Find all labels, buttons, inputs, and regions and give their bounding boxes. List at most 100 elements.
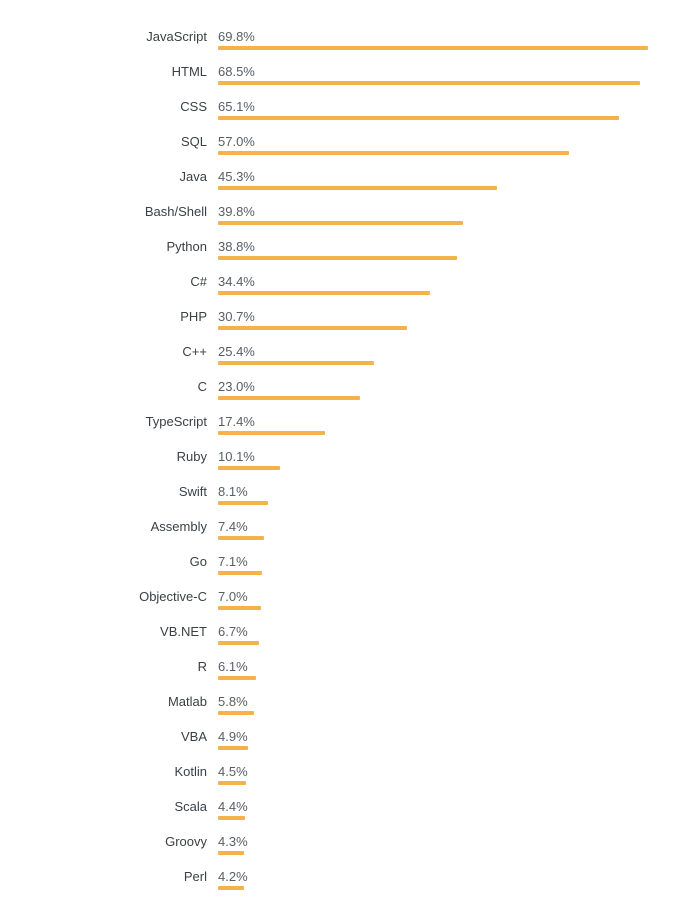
percent-value: 6.7% [218, 624, 248, 639]
bar-cell: 5.8% [218, 687, 679, 715]
percent-value: 10.1% [218, 449, 255, 464]
bar-cell: 4.2% [218, 862, 679, 890]
percent-value: 7.4% [218, 519, 248, 534]
bar-cell: 34.4% [218, 267, 679, 295]
bar-cell: 68.5% [218, 57, 679, 85]
bar [218, 851, 244, 855]
chart-row: SQL 57.0% [0, 127, 679, 162]
bar [218, 151, 569, 155]
percent-value: 6.1% [218, 659, 248, 674]
language-label: Java [179, 169, 207, 184]
bar [218, 816, 245, 820]
chart-row: JavaScript 69.8% [0, 22, 679, 57]
chart-row: Ruby 10.1% [0, 442, 679, 477]
language-label: JavaScript [146, 29, 207, 44]
bar-cell: 6.7% [218, 617, 679, 645]
percent-value: 4.3% [218, 834, 248, 849]
chart-row: C# 34.4% [0, 267, 679, 302]
chart-row: VBA 4.9% [0, 722, 679, 757]
bar-cell: 65.1% [218, 92, 679, 120]
language-label: Objective-C [139, 589, 207, 604]
bar-cell: 57.0% [218, 127, 679, 155]
bar [218, 711, 254, 715]
bar [218, 536, 264, 540]
percent-value: 45.3% [218, 169, 255, 184]
language-label: C++ [182, 344, 207, 359]
percent-value: 5.8% [218, 694, 248, 709]
bar [218, 326, 407, 330]
bar-cell: 30.7% [218, 302, 679, 330]
language-label: C [197, 379, 207, 394]
chart-row: Java 45.3% [0, 162, 679, 197]
language-label: R [197, 659, 207, 674]
percent-value: 4.5% [218, 764, 248, 779]
chart-row: Scala 4.4% [0, 792, 679, 827]
language-label: Bash/Shell [144, 204, 207, 219]
bar [218, 186, 497, 190]
bar [218, 361, 374, 365]
bar [218, 571, 262, 575]
bar [218, 256, 457, 260]
bar-cell: 7.1% [218, 547, 679, 575]
chart-row: Assembly 7.4% [0, 512, 679, 547]
chart-row: TypeScript 17.4% [0, 407, 679, 442]
chart-row: Perl 4.2% [0, 862, 679, 897]
bar [218, 431, 325, 435]
language-label: PHP [180, 309, 207, 324]
bar-cell: 25.4% [218, 337, 679, 365]
bar [218, 81, 640, 85]
percent-value: 23.0% [218, 379, 255, 394]
language-label: VB.NET [160, 624, 207, 639]
bar-cell: 69.8% [218, 22, 679, 50]
chart-row: Matlab 5.8% [0, 687, 679, 722]
percent-value: 7.0% [218, 589, 248, 604]
bar [218, 116, 619, 120]
language-label: Go [189, 554, 207, 569]
percent-value: 30.7% [218, 309, 255, 324]
language-label: Perl [183, 869, 207, 884]
bar-cell: 7.4% [218, 512, 679, 540]
bar-cell: 23.0% [218, 372, 679, 400]
percent-value: 7.1% [218, 554, 248, 569]
bar [218, 676, 256, 680]
bar-cell: 39.8% [218, 197, 679, 225]
chart-row: R 6.1% [0, 652, 679, 687]
language-label: TypeScript [145, 414, 207, 429]
chart-row: HTML 68.5% [0, 57, 679, 92]
bar-cell: 38.8% [218, 232, 679, 260]
language-label: SQL [180, 134, 207, 149]
language-label: Swift [178, 484, 207, 499]
language-label: HTML [171, 64, 207, 79]
language-label: VBA [180, 729, 207, 744]
language-label: CSS [180, 99, 207, 114]
bar-cell: 7.0% [218, 582, 679, 610]
bar-cell: 10.1% [218, 442, 679, 470]
bar [218, 291, 430, 295]
language-label: C# [190, 274, 207, 289]
percent-value: 57.0% [218, 134, 255, 149]
bar-cell: 4.3% [218, 827, 679, 855]
language-label: Assembly [150, 519, 207, 534]
chart-row: C 23.0% [0, 372, 679, 407]
language-label: Kotlin [174, 764, 207, 779]
chart-row: Kotlin 4.5% [0, 757, 679, 792]
bar-cell: 6.1% [218, 652, 679, 680]
chart-row: Bash/Shell 39.8% [0, 197, 679, 232]
percent-value: 34.4% [218, 274, 255, 289]
bar [218, 641, 259, 645]
chart-row: Objective-C 7.0% [0, 582, 679, 617]
percent-value: 68.5% [218, 64, 255, 79]
bar [218, 46, 648, 50]
bar [218, 501, 268, 505]
bar-cell: 4.5% [218, 757, 679, 785]
bar-cell: 4.4% [218, 792, 679, 820]
percent-value: 8.1% [218, 484, 248, 499]
bar [218, 606, 261, 610]
percent-value: 4.2% [218, 869, 248, 884]
language-label: Ruby [176, 449, 207, 464]
percent-value: 4.9% [218, 729, 248, 744]
bar-cell: 17.4% [218, 407, 679, 435]
bar-cell: 4.9% [218, 722, 679, 750]
chart-row: CSS 65.1% [0, 92, 679, 127]
